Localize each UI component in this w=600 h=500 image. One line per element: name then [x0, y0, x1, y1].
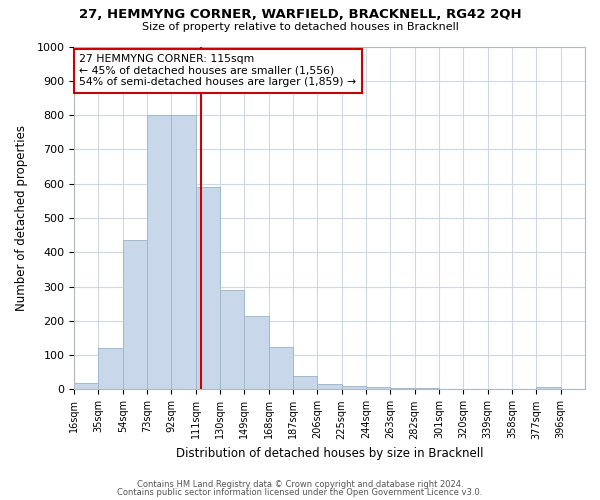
Bar [391, 388, 415, 390]
Bar [439, 389, 463, 390]
Bar [293, 376, 317, 390]
Bar [220, 290, 244, 390]
Bar [74, 384, 98, 390]
Text: Contains HM Land Registry data © Crown copyright and database right 2024.: Contains HM Land Registry data © Crown c… [137, 480, 463, 489]
Text: Contains public sector information licensed under the Open Government Licence v3: Contains public sector information licen… [118, 488, 482, 497]
Bar [244, 316, 269, 390]
Bar [341, 386, 366, 390]
Text: 27, HEMMYNG CORNER, WARFIELD, BRACKNELL, RG42 2QH: 27, HEMMYNG CORNER, WARFIELD, BRACKNELL,… [79, 8, 521, 20]
Y-axis label: Number of detached properties: Number of detached properties [15, 125, 28, 311]
Bar [123, 240, 147, 390]
Bar [172, 115, 196, 390]
Bar [463, 389, 488, 390]
Bar [536, 386, 560, 390]
X-axis label: Distribution of detached houses by size in Bracknell: Distribution of detached houses by size … [176, 447, 483, 460]
Bar [196, 187, 220, 390]
Bar [317, 384, 341, 390]
Bar [415, 388, 439, 390]
Bar [98, 348, 123, 390]
Bar [366, 386, 391, 390]
Text: Size of property relative to detached houses in Bracknell: Size of property relative to detached ho… [142, 22, 458, 32]
Bar [269, 346, 293, 390]
Bar [147, 115, 172, 390]
Text: 27 HEMMYNG CORNER: 115sqm
← 45% of detached houses are smaller (1,556)
54% of se: 27 HEMMYNG CORNER: 115sqm ← 45% of detac… [79, 54, 356, 87]
